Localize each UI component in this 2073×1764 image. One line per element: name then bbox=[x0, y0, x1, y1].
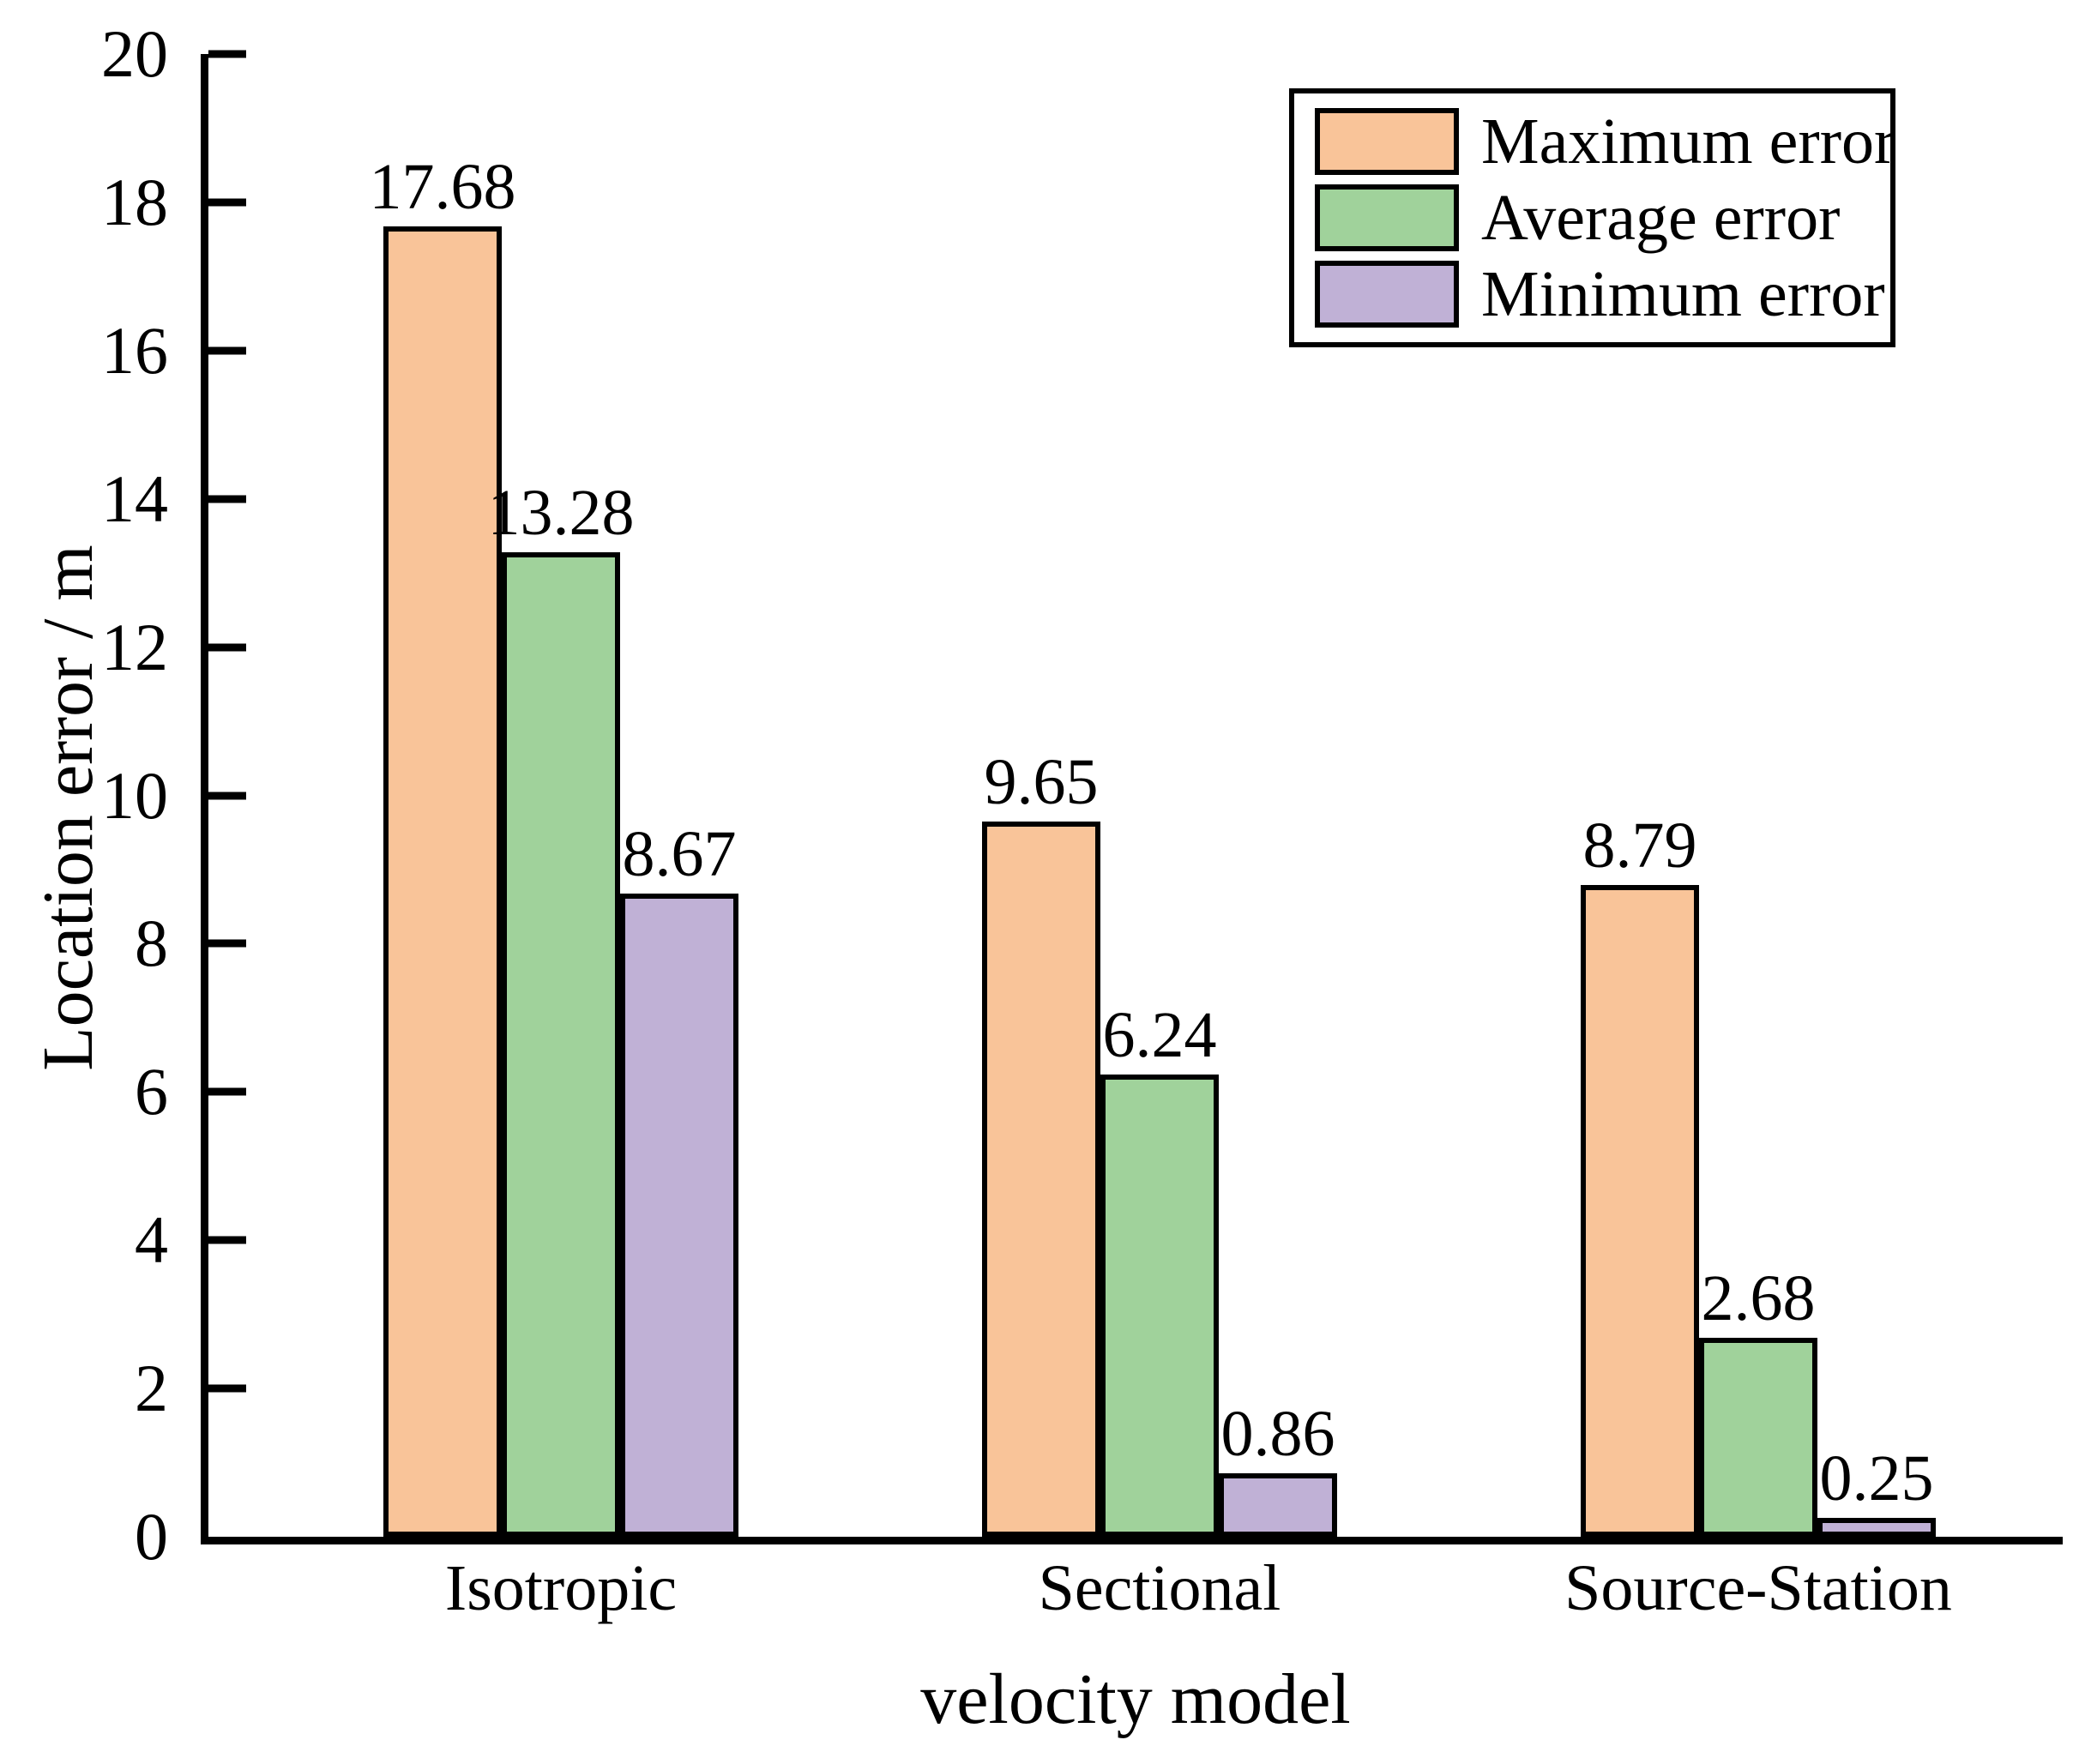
bar-sectional-average-error: 6.24 bbox=[1100, 1002, 1219, 1537]
bar-source-station-maximum-error: 8.79 bbox=[1581, 813, 1699, 1537]
plot-area: 17.68 13.28 8.67 9.65 6.24 0.86 8.79 2.6… bbox=[201, 50, 2063, 1544]
y-tick-label: 16 bbox=[101, 313, 168, 388]
x-axis-title: velocity model bbox=[920, 1659, 1351, 1739]
y-tick-label: 0 bbox=[135, 1499, 168, 1574]
y-tick-mark bbox=[208, 792, 246, 799]
legend: Maximum error Average error Minimum erro… bbox=[1289, 88, 1895, 347]
x-category-label: Isotropic bbox=[444, 1552, 678, 1624]
bar-sectional-minimum-error: 0.86 bbox=[1219, 1401, 1337, 1537]
x-category-label: Source-Station bbox=[1564, 1552, 1952, 1624]
bar-source-station-minimum-error: 0.25 bbox=[1817, 1446, 1936, 1537]
bar-value-label: 13.28 bbox=[487, 476, 635, 549]
y-tick-mark bbox=[208, 50, 246, 58]
bar-value-label: 0.25 bbox=[1819, 1442, 1934, 1515]
y-tick-label: 10 bbox=[101, 758, 168, 833]
y-tick-mark bbox=[208, 198, 246, 207]
y-tick-mark bbox=[208, 1087, 246, 1096]
y-tick-label: 4 bbox=[135, 1202, 168, 1277]
legend-entry-minimum-error: Minimum error bbox=[1315, 261, 1890, 328]
bar-isotropic-maximum-error: 17.68 bbox=[370, 154, 516, 1537]
bar-value-label: 0.86 bbox=[1220, 1397, 1335, 1470]
legend-swatch-average-error bbox=[1315, 184, 1459, 251]
y-tick-mark bbox=[208, 495, 246, 503]
y-tick-mark bbox=[208, 1384, 246, 1393]
x-category-label: Sectional bbox=[1038, 1552, 1281, 1624]
y-tick-mark bbox=[208, 939, 246, 948]
legend-entry-average-error: Average error bbox=[1315, 184, 1890, 251]
bar-value-label: 2.68 bbox=[1701, 1262, 1816, 1335]
y-tick-label: 8 bbox=[135, 906, 168, 980]
bar-value-label: 8.79 bbox=[1582, 810, 1697, 882]
y-tick-label: 6 bbox=[135, 1054, 168, 1129]
bar-value-label: 6.24 bbox=[1102, 998, 1217, 1071]
bar-source-station-average-error: 2.68 bbox=[1699, 1266, 1817, 1537]
y-tick-mark bbox=[208, 346, 246, 355]
y-tick-label: 18 bbox=[101, 165, 168, 239]
y-tick-mark bbox=[208, 1236, 246, 1244]
bar-value-label: 9.65 bbox=[984, 745, 1099, 818]
legend-entry-maximum-error: Maximum error bbox=[1315, 108, 1895, 175]
legend-swatch-minimum-error bbox=[1315, 261, 1459, 328]
bar-value-label: 8.67 bbox=[622, 818, 737, 891]
y-tick-label: 20 bbox=[101, 16, 168, 91]
legend-swatch-maximum-error bbox=[1315, 108, 1459, 175]
y-tick-mark bbox=[208, 643, 246, 652]
bar-sectional-maximum-error: 9.65 bbox=[982, 750, 1100, 1537]
legend-label: Minimum error bbox=[1481, 258, 1885, 330]
bar-value-label: 17.68 bbox=[369, 150, 516, 223]
legend-label: Average error bbox=[1481, 182, 1841, 254]
bar-isotropic-average-error: 13.28 bbox=[488, 480, 635, 1537]
y-tick-label: 14 bbox=[101, 461, 168, 536]
bar-isotropic-minimum-error: 8.67 bbox=[620, 822, 738, 1537]
y-tick-label: 12 bbox=[101, 610, 168, 684]
y-tick-label: 2 bbox=[135, 1351, 168, 1425]
legend-label: Maximum error bbox=[1481, 105, 1896, 178]
